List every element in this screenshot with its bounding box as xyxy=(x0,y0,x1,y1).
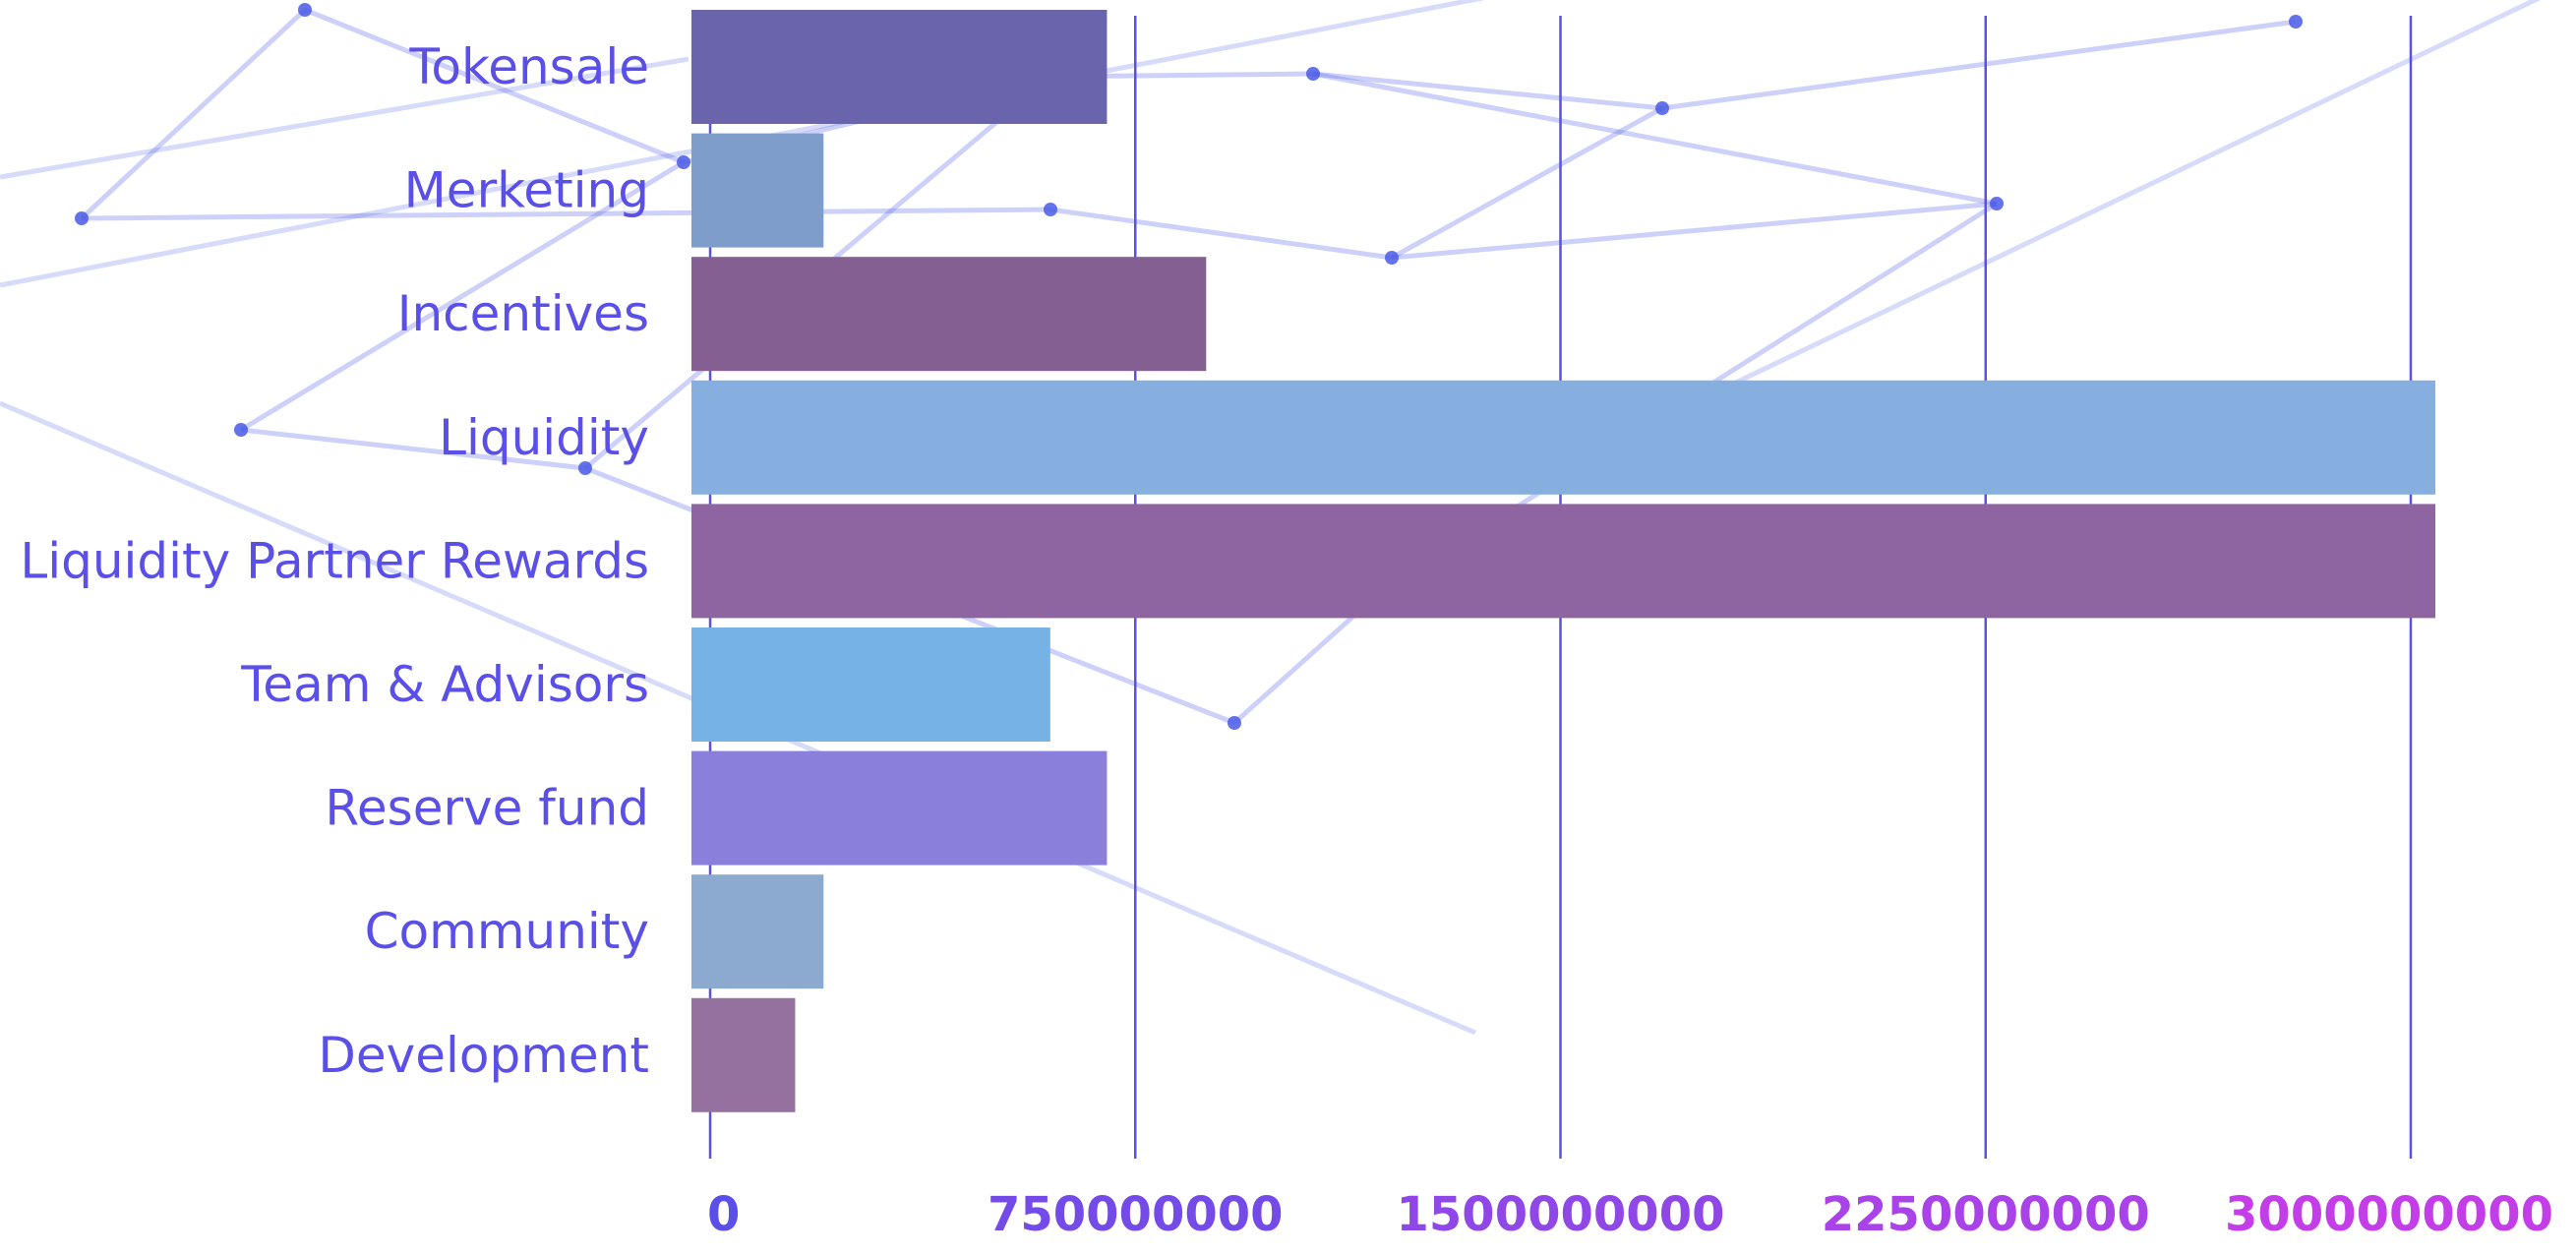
network-node xyxy=(1990,197,2004,210)
network-line xyxy=(80,8,307,220)
category-label: Tokensale xyxy=(408,38,649,95)
x-tick-label: 3000000000 xyxy=(2225,1187,2553,1242)
network-node xyxy=(1385,251,1399,265)
network-node xyxy=(234,423,248,437)
x-tick-label: 0 xyxy=(707,1187,740,1242)
category-label: Liquidity xyxy=(439,409,649,466)
x-tick-label: 1500000000 xyxy=(1397,1187,1725,1242)
network-line xyxy=(304,7,685,165)
bar-7 xyxy=(691,874,824,989)
network-node xyxy=(298,3,312,17)
network-line xyxy=(81,207,1051,221)
category-label: Team & Advisors xyxy=(240,656,649,713)
x-tick-label: 750000000 xyxy=(988,1187,1284,1242)
bar-1 xyxy=(691,133,824,248)
category-label: Liquidity Partner Rewards xyxy=(20,532,649,589)
network-node xyxy=(2289,15,2303,29)
network-node xyxy=(1655,101,1669,115)
network-node xyxy=(1228,716,1241,730)
bar-8 xyxy=(691,997,796,1112)
network-line xyxy=(1391,201,1998,261)
network-line xyxy=(1390,105,1664,261)
network-line xyxy=(1312,71,1663,111)
network-line xyxy=(0,0,1485,288)
category-label: Merketing xyxy=(404,162,649,219)
network-line xyxy=(0,56,689,180)
bar-4 xyxy=(691,504,2435,619)
network-node xyxy=(1044,203,1057,216)
x-tick-label: 2250000000 xyxy=(1822,1187,2150,1242)
network-line xyxy=(1312,71,1998,207)
category-label: Reserve fund xyxy=(325,780,649,837)
network-node xyxy=(75,211,89,225)
network-line xyxy=(1670,0,2542,416)
network-line xyxy=(240,427,586,471)
category-labels: Tokensale Merketing Incentives Liquidity Liq… xyxy=(20,38,649,1084)
bar-3 xyxy=(691,380,2435,495)
bars xyxy=(691,10,2435,1112)
category-label: Development xyxy=(318,1027,649,1084)
bar-0 xyxy=(691,10,1108,124)
network-node xyxy=(578,461,592,475)
network-node xyxy=(677,155,690,169)
bar-2 xyxy=(691,257,1207,372)
network-line xyxy=(1049,207,1393,261)
network-node xyxy=(1306,67,1320,81)
bar-6 xyxy=(691,750,1108,866)
category-label: Community xyxy=(365,903,649,960)
network-line xyxy=(1661,19,2297,111)
bar-5 xyxy=(691,628,1050,742)
category-label: Incentives xyxy=(397,285,649,342)
network-line xyxy=(239,159,686,433)
x-tick-labels: 0 750000000 1500000000 2250000000 3000000000 xyxy=(707,1187,2553,1242)
